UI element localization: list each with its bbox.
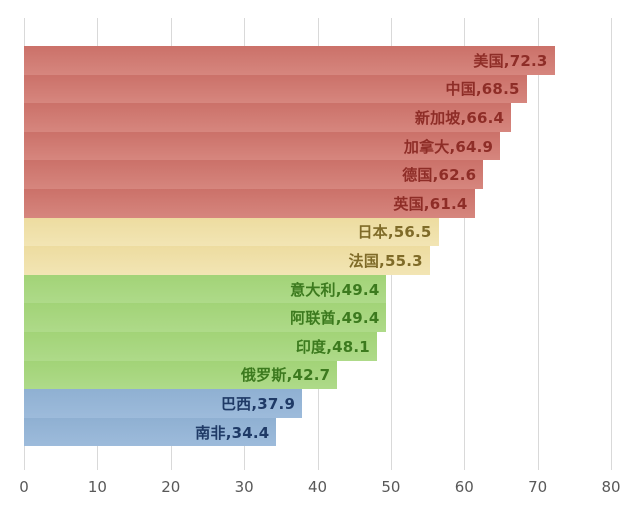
bar-label-加拿大: 加拿大,64.9 <box>403 137 494 156</box>
gridline-x-80 <box>611 18 612 470</box>
bar-label-德国: 德国,62.6 <box>402 166 477 185</box>
bar-label-英国: 英国,61.4 <box>393 194 468 213</box>
bar-label-阿联酋: 阿联酋,49.4 <box>290 309 380 328</box>
x-tick-label-80: 80 <box>601 478 621 496</box>
x-tick-label-50: 50 <box>381 478 401 496</box>
bar-label-印度: 印度,48.1 <box>295 337 370 356</box>
bar-英国: 英国,61.4 <box>24 189 475 218</box>
bar-意大利: 意大利,49.4 <box>24 274 387 304</box>
bar-label-日本: 日本,56.5 <box>357 223 432 242</box>
bar-法国: 法国,55.3 <box>24 246 430 275</box>
bar-中国: 中国,68.5 <box>24 74 527 104</box>
x-tick-label-10: 10 <box>87 478 107 496</box>
bar-新加坡: 新加坡,66.4 <box>24 103 512 132</box>
bar-label-南非: 南非,34.4 <box>195 423 270 442</box>
x-tick-label-0: 0 <box>19 478 29 496</box>
bar-label-中国: 中国,68.5 <box>445 80 520 99</box>
x-tick-label-20: 20 <box>161 478 181 496</box>
gridline-x-60 <box>464 18 466 470</box>
bar-label-意大利: 意大利,49.4 <box>290 280 380 299</box>
bar-德国: 德国,62.6 <box>24 160 484 189</box>
bar-label-巴西: 巴西,37.9 <box>220 394 296 413</box>
bar-label-新加坡: 新加坡,66.4 <box>414 108 505 127</box>
bar-美国: 美国,72.3 <box>24 46 555 75</box>
bar-印度: 印度,48.1 <box>24 332 377 361</box>
bar-label-法国: 法国,55.3 <box>348 251 423 270</box>
bar-日本: 日本,56.5 <box>24 217 439 247</box>
bar-label-美国: 美国,72.3 <box>473 51 548 70</box>
bar-巴西: 巴西,37.9 <box>24 389 303 418</box>
bar-南非: 南非,34.4 <box>24 417 277 447</box>
bar-阿联酋: 阿联酋,49.4 <box>24 303 387 332</box>
x-tick-label-70: 70 <box>528 478 548 496</box>
bar-加拿大: 加拿大,64.9 <box>24 131 501 161</box>
x-tick-label-40: 40 <box>307 478 328 496</box>
gridline-x-70 <box>537 18 539 470</box>
bar-俄罗斯: 俄罗斯,42.7 <box>24 360 338 390</box>
bar-label-俄罗斯: 俄罗斯,42.7 <box>240 366 331 385</box>
x-tick-label-30: 30 <box>234 478 254 496</box>
x-tick-label-60: 60 <box>454 478 474 496</box>
